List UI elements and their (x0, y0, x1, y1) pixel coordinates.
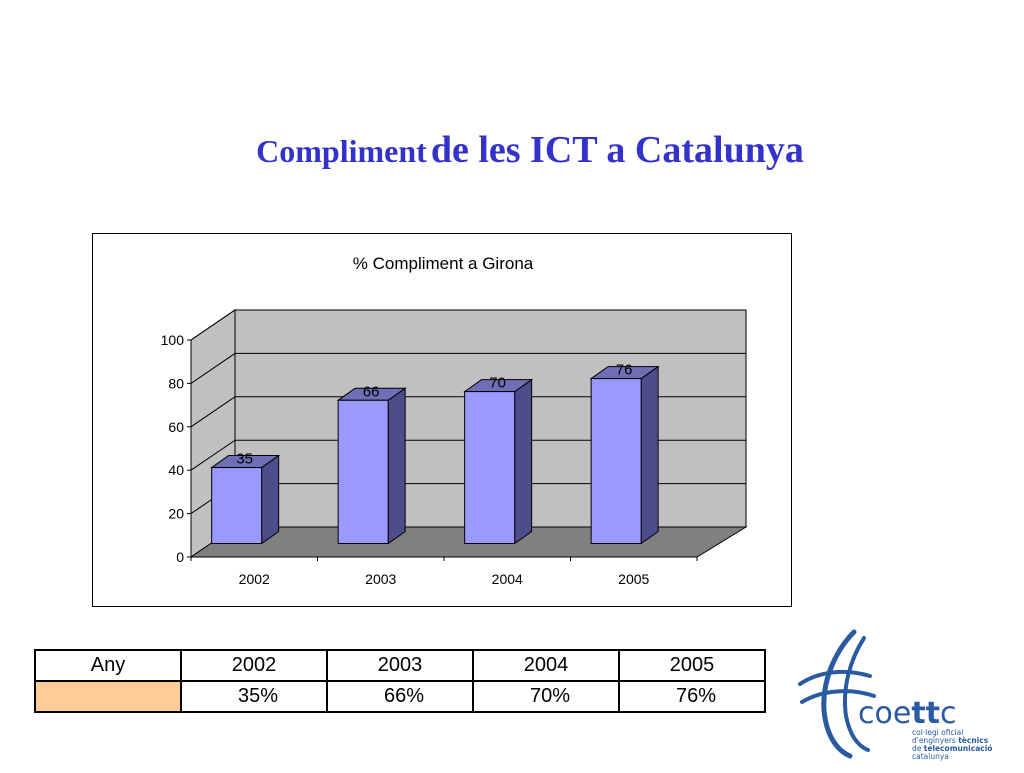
table-cell: 66% (326, 680, 474, 713)
x-tick-label: 2005 (618, 571, 649, 587)
title-part-2: de les ICT a Catalunya (430, 129, 804, 171)
gridline (190, 396, 746, 428)
y-tick-label: 80 (168, 375, 184, 391)
bar-side (261, 454, 280, 545)
table-cell: 76% (618, 680, 766, 713)
table-header-cell: 2003 (326, 649, 474, 682)
table-header-cell: 2002 (180, 649, 328, 682)
title-part-1: Compliment (256, 133, 427, 169)
gridline (190, 439, 746, 471)
table-row: 35% 66% 70% 76% (34, 680, 766, 713)
bar (211, 467, 263, 544)
logo-line-1: col·legi oficial (912, 728, 963, 737)
logo-line-2a: d'enginyers (912, 736, 958, 745)
table-header-cell: Any (34, 649, 182, 682)
y-tick-label: 0 (176, 549, 184, 565)
x-tick-label: 2004 (492, 571, 523, 587)
y-tick-label: 20 (168, 506, 184, 522)
coettc-logo: coettc col·legi oficial d'enginyers tècn… (792, 628, 1024, 768)
bar-side (387, 387, 406, 545)
logo-brand-prefix: coe (858, 696, 911, 731)
chart-frame: % Compliment a Girona 0 20 40 60 80 100 35 2002 6… (92, 233, 792, 607)
x-tick-label: 2003 (365, 571, 396, 587)
table-cell: 70% (472, 680, 620, 713)
table-header-cell: 2005 (618, 649, 766, 682)
bar-side (640, 365, 659, 545)
logo-brand-suffix: c (940, 696, 957, 731)
table-cell: 35% (180, 680, 328, 713)
logo-line-2b: tècnics (958, 736, 988, 745)
table-color-swatch (34, 680, 182, 713)
bar (337, 399, 389, 544)
data-table: Any 2002 2003 2004 2005 35% 66% 70% 76% (34, 649, 766, 713)
y-tick-label: 40 (168, 462, 184, 478)
bar-data-label: 35 (236, 451, 253, 468)
logo-brand-bold: tt (911, 696, 940, 731)
bar (590, 378, 642, 544)
slide-title: Compliment de les ICT a Catalunya (0, 128, 1024, 172)
chart-title: % Compliment a Girona (353, 254, 534, 273)
bar (464, 391, 516, 544)
svg-text:d'enginyers tècnics: d'enginyers tècnics (912, 736, 989, 745)
gridline (190, 309, 746, 341)
bar-chart: % Compliment a Girona 0 20 40 60 80 100 35 2002 6… (161, 254, 748, 587)
y-tick-label: 60 (168, 419, 184, 435)
logo-line-4: catalunya (912, 752, 949, 761)
svg-text:de telecomunicació: de telecomunicació (912, 744, 992, 753)
bar-data-label: 76 (616, 362, 633, 379)
table-header-cell: 2004 (472, 649, 620, 682)
svg-text:coettc: coettc (858, 696, 957, 731)
table-header-row: Any 2002 2003 2004 2005 (34, 649, 766, 682)
gridline (190, 352, 746, 384)
logo-line-3a: de (912, 744, 924, 753)
y-tick-label: 100 (161, 332, 185, 348)
logo-line-3b: telecomunicació (924, 744, 993, 753)
x-tick-label: 2002 (239, 571, 270, 587)
bar-side (514, 378, 533, 545)
bar-data-label: 66 (363, 383, 380, 400)
coettc-logo-mark: coettc col·legi oficial d'enginyers tècn… (798, 629, 992, 761)
bar-data-label: 70 (489, 375, 506, 392)
